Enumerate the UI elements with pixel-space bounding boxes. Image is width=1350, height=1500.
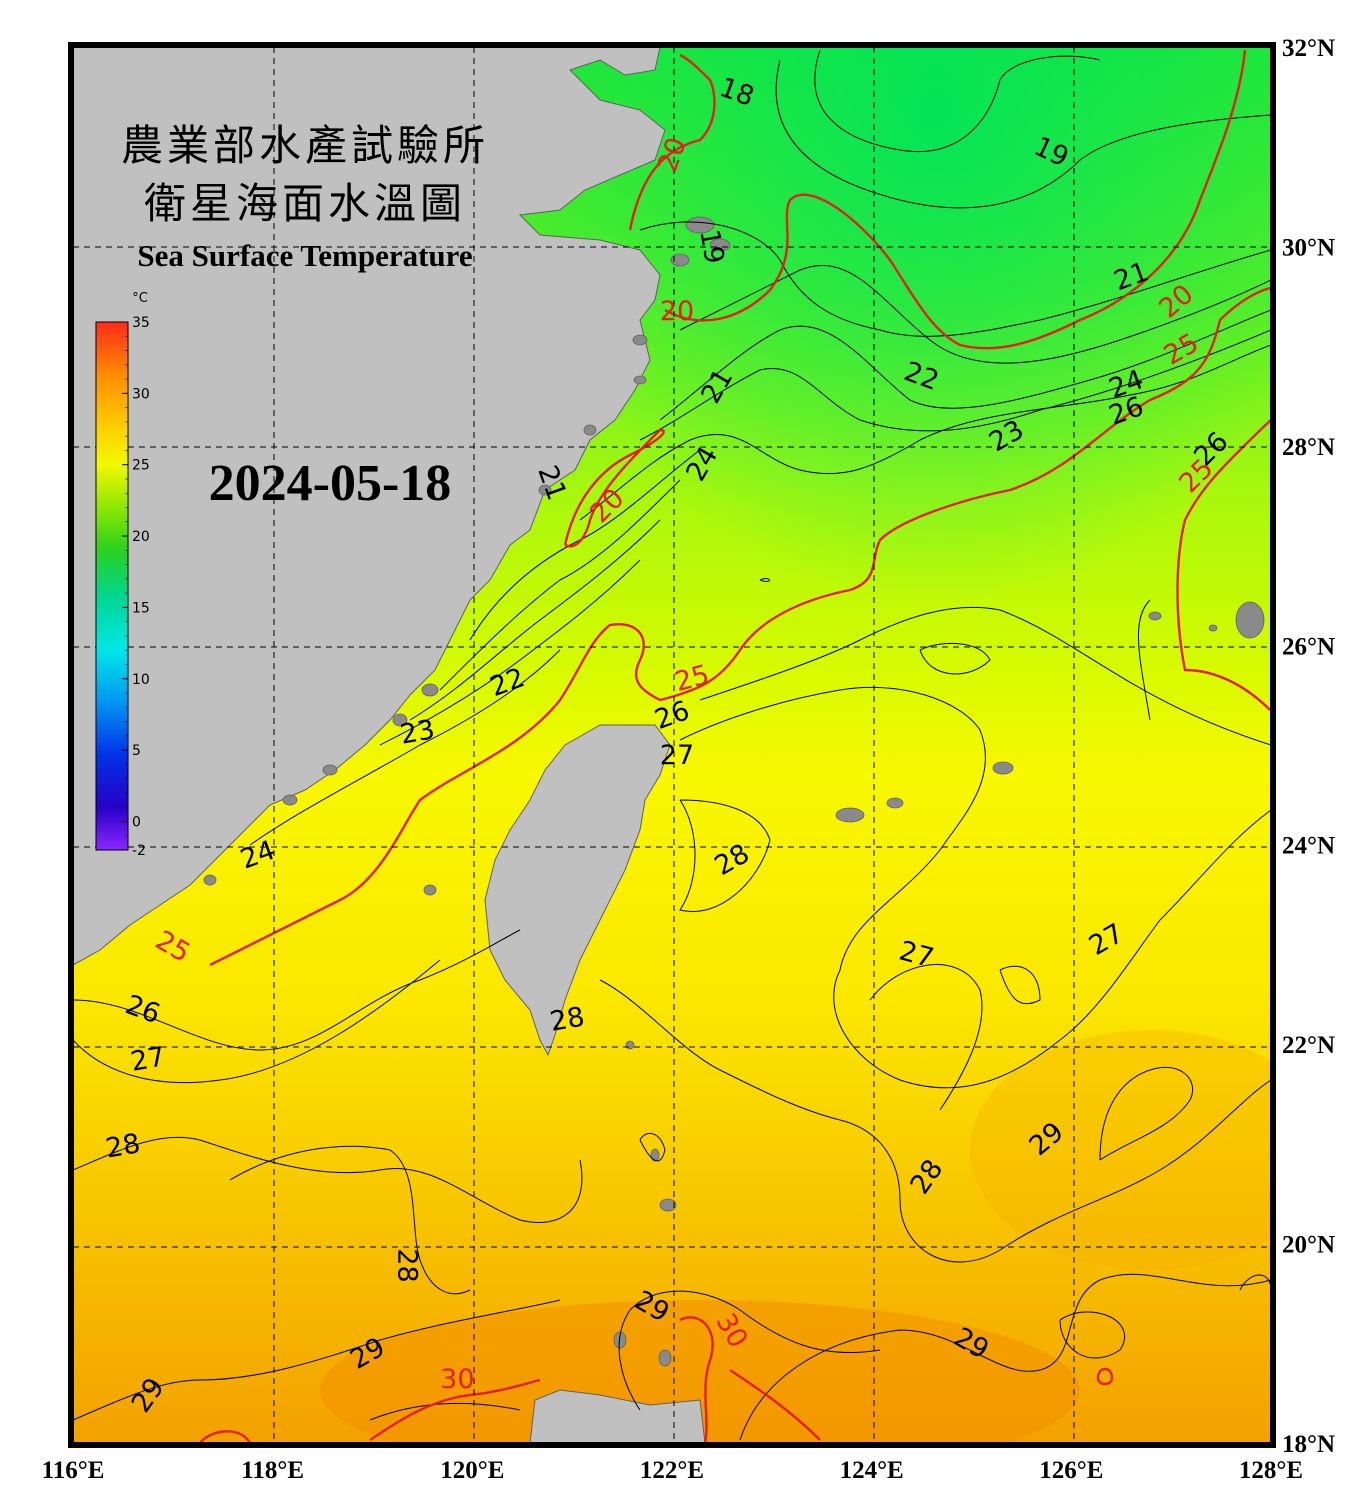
colorbar-tick-label: 15	[132, 600, 150, 616]
colorbar-ramp	[95, 321, 129, 851]
black-isotherms	[73, 49, 1271, 1441]
lon-label: 118°E	[241, 1457, 304, 1484]
title-english: Sea Surface Temperature	[137, 238, 472, 273]
date-label: 2024-05-18	[209, 455, 452, 512]
lat-label: 18°N	[1282, 1431, 1335, 1458]
colorbar: °C 35 30 25 20 15 10 5 0 -2	[95, 291, 150, 859]
china-mainland	[73, 47, 666, 966]
lon-label: 126°E	[1039, 1457, 1103, 1484]
lon-label: 122°E	[640, 1457, 704, 1484]
lon-label: 124°E	[840, 1457, 904, 1484]
title-chinese-line1: 農業部水產試驗所	[121, 121, 489, 170]
lat-label: 22°N	[1282, 1032, 1335, 1059]
graticule	[73, 47, 1271, 1443]
lat-label: 28°N	[1282, 434, 1335, 461]
colorbar-tick-label: 25	[132, 458, 150, 474]
contour-label: 28	[548, 1001, 587, 1037]
lat-label: 26°N	[1282, 633, 1335, 660]
lon-label: 120°E	[440, 1457, 504, 1484]
title-chinese-line2: 衛星海面水溫圖	[144, 179, 466, 228]
contour-label: 30	[440, 1364, 474, 1395]
colorbar-tick-label: 10	[132, 672, 150, 688]
lon-label: 128°E	[1239, 1457, 1303, 1484]
latitude-labels: 32°N 30°N 28°N 26°N 24°N 22°N 20°N 18°N	[1282, 35, 1335, 1458]
colorbar-tick-label: -2	[132, 843, 146, 859]
colorbar-tick-label: 20	[132, 529, 150, 545]
contour-label: 20	[660, 296, 694, 327]
contour-label: 28	[103, 1128, 142, 1164]
longitude-labels: 116°E 118°E 120°E 122°E 124°E 126°E 128°E	[42, 1457, 1303, 1484]
contour-label: 23	[398, 714, 437, 750]
taiwan-island	[484, 724, 671, 1057]
colorbar-unit: °C	[132, 291, 148, 306]
title-block: 農業部水產試驗所 衛星海面水溫圖 Sea Surface Temperature	[121, 121, 489, 273]
colorbar-ticks: 35 30 25 20 15 10 5 0 -2	[122, 315, 150, 859]
lon-label: 116°E	[42, 1457, 105, 1484]
colorbar-tick-label: 5	[132, 743, 141, 759]
lat-label: 20°N	[1282, 1232, 1335, 1259]
lat-label: 24°N	[1282, 833, 1335, 860]
lat-label: 30°N	[1282, 234, 1335, 261]
colorbar-tick-label: 0	[132, 814, 141, 830]
colorbar-tick-label: 30	[132, 386, 150, 402]
map-frame	[68, 42, 1276, 1448]
contour-label: 27	[660, 740, 694, 771]
contour-label: 19	[693, 227, 729, 266]
contour-label: 27	[128, 1041, 167, 1077]
luzon-tip	[529, 1389, 706, 1443]
small-islands	[203, 216, 1265, 1367]
red-isotherms	[199, 49, 1271, 1443]
colorbar-tick-label: 35	[132, 315, 150, 331]
contour-label: 28	[391, 1248, 422, 1282]
lat-label: 32°N	[1282, 35, 1335, 62]
